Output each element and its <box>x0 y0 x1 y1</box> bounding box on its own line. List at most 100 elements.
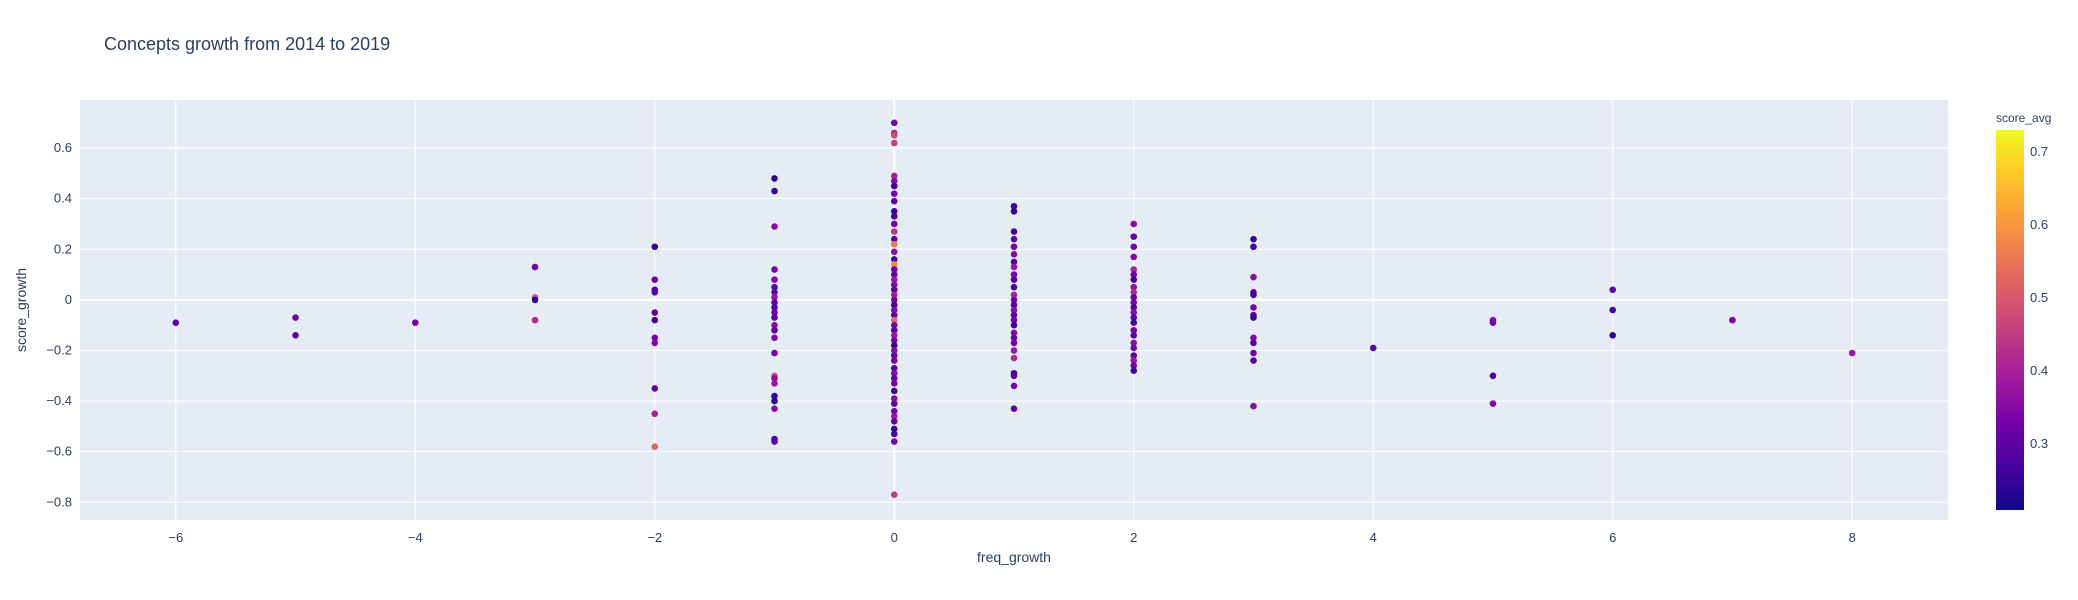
data-point[interactable] <box>1130 309 1138 316</box>
data-point[interactable] <box>890 430 898 438</box>
data-point[interactable] <box>771 187 778 195</box>
data-point[interactable] <box>1010 228 1018 235</box>
data-point[interactable] <box>531 296 539 304</box>
data-point[interactable] <box>651 443 659 450</box>
data-point[interactable] <box>1489 400 1497 407</box>
data-point[interactable] <box>771 438 778 445</box>
data-point[interactable] <box>771 276 778 283</box>
data-point[interactable] <box>890 172 898 180</box>
data-point[interactable] <box>1250 334 1257 342</box>
data-point[interactable] <box>890 400 898 407</box>
data-point[interactable] <box>890 412 898 420</box>
data-point[interactable] <box>1250 243 1257 251</box>
data-point[interactable] <box>890 316 898 324</box>
data-point[interactable] <box>771 304 778 311</box>
data-point[interactable] <box>1010 405 1018 412</box>
data-point[interactable] <box>890 139 898 147</box>
data-point[interactable] <box>292 314 299 321</box>
data-point[interactable] <box>1848 349 1856 357</box>
data-point[interactable] <box>531 263 539 271</box>
data-point[interactable] <box>890 266 898 273</box>
data-point[interactable] <box>771 223 778 230</box>
data-point[interactable] <box>1010 354 1018 362</box>
data-point[interactable] <box>890 375 898 382</box>
data-point[interactable] <box>890 342 898 349</box>
data-point[interactable] <box>1130 299 1138 306</box>
data-point[interactable] <box>1010 208 1018 215</box>
data-point[interactable] <box>890 271 898 278</box>
data-point[interactable] <box>771 380 778 387</box>
data-point[interactable] <box>890 347 898 354</box>
data-point[interactable] <box>1130 357 1138 364</box>
data-point[interactable] <box>890 306 898 314</box>
data-point[interactable] <box>1010 306 1018 314</box>
data-point[interactable] <box>890 357 898 364</box>
data-point[interactable] <box>1130 288 1138 296</box>
data-point[interactable] <box>1130 314 1138 321</box>
data-point[interactable] <box>651 339 659 347</box>
data-point[interactable] <box>651 385 659 392</box>
data-point[interactable] <box>890 291 898 299</box>
data-point[interactable] <box>771 266 778 273</box>
data-point[interactable] <box>651 334 659 342</box>
data-point[interactable] <box>1010 347 1018 354</box>
data-point[interactable] <box>531 316 539 324</box>
data-point[interactable] <box>771 321 778 329</box>
data-point[interactable] <box>890 119 898 127</box>
data-point[interactable] <box>1010 296 1018 304</box>
data-point[interactable] <box>1010 339 1018 347</box>
data-point[interactable] <box>1010 235 1018 243</box>
data-point[interactable] <box>890 132 898 139</box>
data-point[interactable] <box>890 311 898 319</box>
data-point[interactable] <box>890 276 898 283</box>
data-point[interactable] <box>890 380 898 387</box>
data-point[interactable] <box>771 309 778 316</box>
data-point[interactable] <box>771 314 778 321</box>
data-point[interactable] <box>771 326 778 334</box>
data-point[interactable] <box>1250 235 1257 243</box>
data-point[interactable] <box>1010 251 1018 258</box>
data-point[interactable] <box>651 410 659 418</box>
data-point[interactable] <box>890 261 898 268</box>
data-point[interactable] <box>771 349 778 357</box>
data-point[interactable] <box>1010 311 1018 319</box>
data-point[interactable] <box>651 288 659 296</box>
data-point[interactable] <box>1130 243 1138 251</box>
data-point[interactable] <box>890 438 898 445</box>
data-point[interactable] <box>890 387 898 395</box>
data-point[interactable] <box>1130 344 1138 352</box>
data-point[interactable] <box>1250 357 1257 364</box>
data-point[interactable] <box>890 281 898 288</box>
data-point[interactable] <box>890 352 898 359</box>
data-point[interactable] <box>890 248 898 256</box>
data-point[interactable] <box>771 405 778 412</box>
data-point[interactable] <box>890 286 898 294</box>
data-point[interactable] <box>1250 273 1257 281</box>
data-point[interactable] <box>1010 271 1018 278</box>
data-point[interactable] <box>1130 362 1138 369</box>
data-point[interactable] <box>651 243 659 251</box>
data-point[interactable] <box>890 235 898 243</box>
data-point[interactable] <box>1250 314 1257 321</box>
data-point[interactable] <box>1010 291 1018 299</box>
data-point[interactable] <box>771 283 778 291</box>
data-point[interactable] <box>890 296 898 304</box>
data-point[interactable] <box>771 175 778 182</box>
data-point[interactable] <box>1130 304 1138 311</box>
data-point[interactable] <box>651 309 659 316</box>
data-point[interactable] <box>1130 339 1138 347</box>
data-point[interactable] <box>1010 321 1018 329</box>
data-point[interactable] <box>771 334 778 342</box>
data-point[interactable] <box>890 256 898 263</box>
data-point[interactable] <box>1130 266 1138 273</box>
data-point[interactable] <box>1130 271 1138 278</box>
data-point[interactable] <box>1130 283 1138 291</box>
data-point[interactable] <box>172 319 180 326</box>
data-point[interactable] <box>1250 402 1257 410</box>
data-point[interactable] <box>1130 253 1138 261</box>
data-point[interactable] <box>890 418 898 425</box>
data-point[interactable] <box>890 197 898 205</box>
data-point[interactable] <box>890 364 898 372</box>
data-point[interactable] <box>890 321 898 329</box>
data-point[interactable] <box>1130 352 1138 359</box>
